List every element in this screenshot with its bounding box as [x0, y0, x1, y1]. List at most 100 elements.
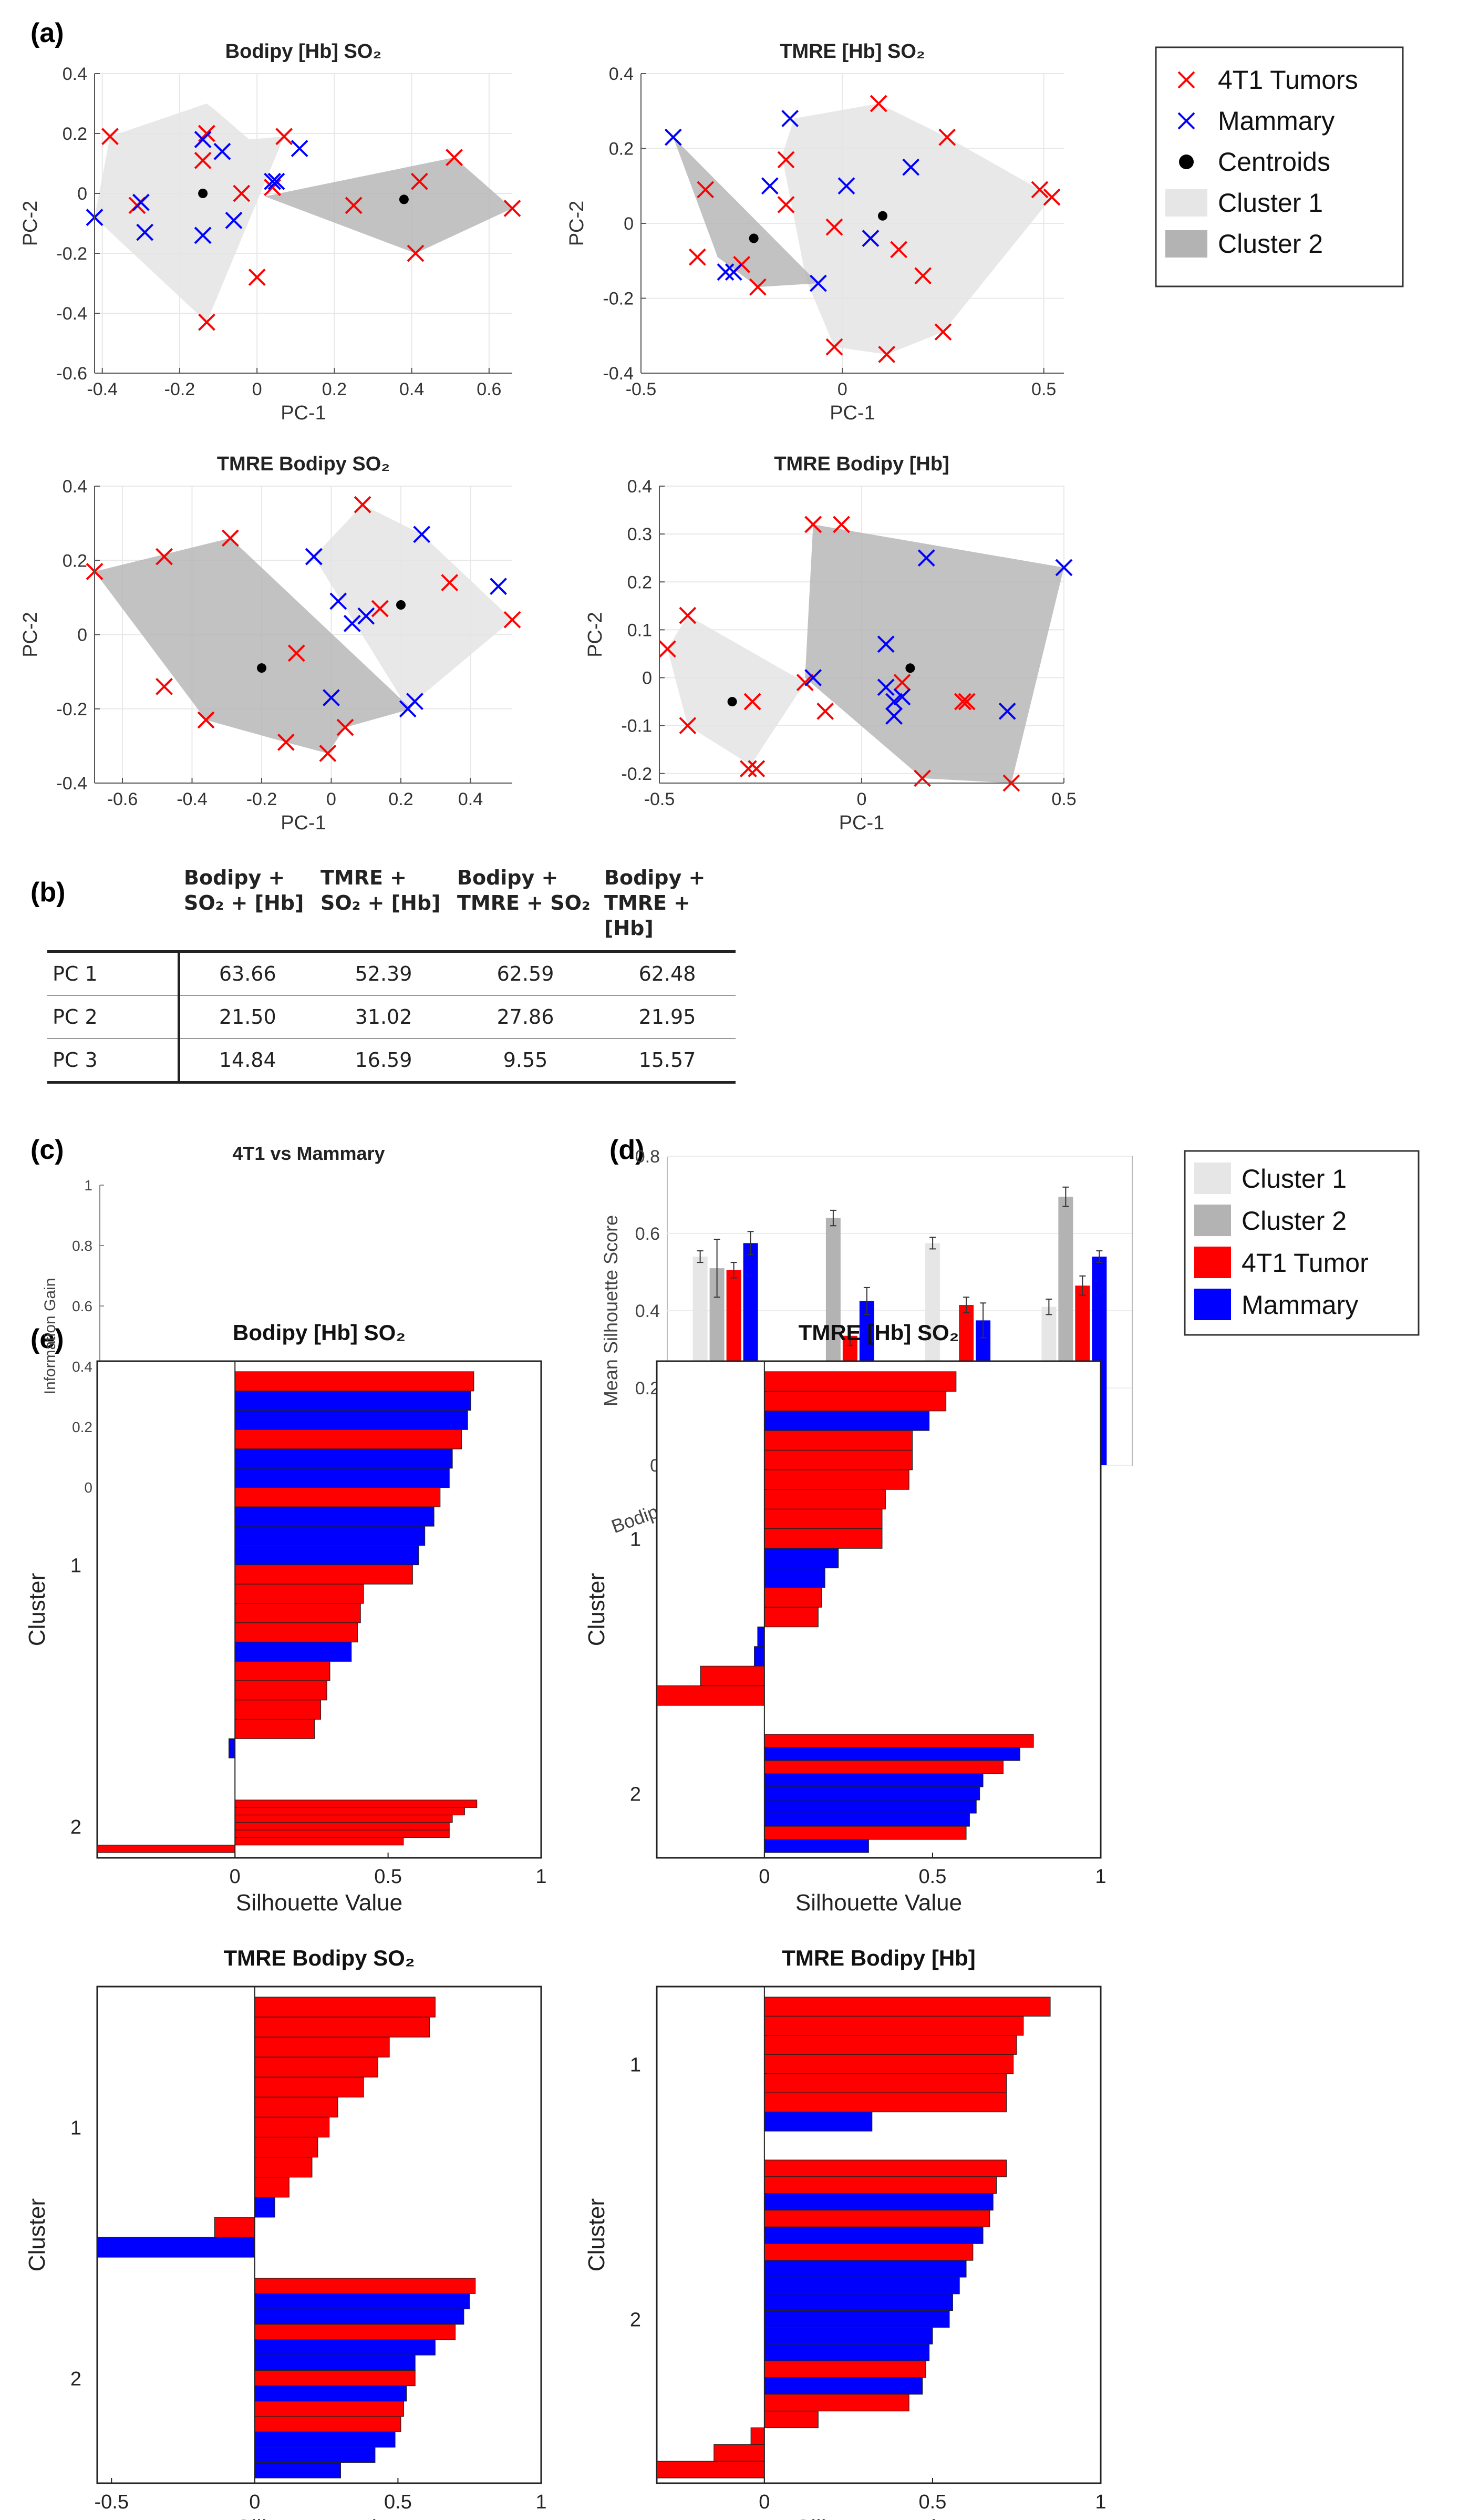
point-stroke: [902, 158, 920, 176]
silhouette-bar: [254, 1997, 436, 2018]
point-stroke: [862, 230, 880, 247]
cluster-hull-2: [264, 157, 512, 253]
chart-title: TMRE Bodipy [Hb]: [774, 453, 949, 475]
silhouette-bar: [764, 2243, 974, 2261]
silhouette-bar: [254, 2293, 470, 2310]
silhouette-bar: [254, 2339, 436, 2356]
silhouette-bar: [764, 1997, 1051, 2017]
y-tick-label: 2: [70, 2368, 81, 2390]
point-stroke: [893, 674, 911, 692]
mammary-point: [1055, 559, 1073, 577]
mammary-point: [343, 614, 361, 632]
table-header-blank: [47, 862, 179, 953]
y-tick-label: 0.4: [609, 64, 634, 84]
silhouette-bar: [764, 1411, 930, 1431]
x-tick-label: 0: [252, 379, 262, 399]
point-stroke: [1055, 559, 1073, 577]
legend-label: Cluster 1: [1242, 1164, 1347, 1194]
silhouette-bar: [764, 2092, 1007, 2113]
y-tick-label: -0.4: [603, 364, 634, 384]
tumor-point: [156, 677, 173, 695]
mammary-point: [885, 693, 903, 711]
silhouette-bar: [234, 1583, 364, 1604]
y-tick-label: 0.2: [72, 1419, 92, 1435]
x-tick-label: 0.5: [1051, 789, 1076, 809]
silhouette-bar: [764, 2209, 990, 2227]
tumor-point: [503, 200, 521, 217]
tumor-point: [688, 248, 706, 266]
y-tick-label: 0.4: [627, 477, 652, 497]
silhouette-bar: [764, 1567, 825, 1588]
silhouette-bar: [254, 2370, 416, 2387]
centroid-point: [749, 233, 759, 243]
cluster-hull-1: [314, 505, 512, 709]
silhouette-bar: [254, 2278, 476, 2294]
silhouette-bar: [656, 2461, 765, 2478]
x-tick-label: -0.5: [626, 379, 657, 399]
silhouette-bar: [234, 1814, 453, 1823]
x-axis-label: PC-1: [281, 812, 326, 834]
centroid-point: [399, 194, 409, 204]
point-stroke: [825, 338, 843, 356]
y-tick-label: 0.4: [63, 477, 87, 497]
silhouette-bar: [764, 2054, 1014, 2074]
silhouette-bar: [764, 2411, 819, 2429]
point-stroke: [194, 130, 212, 148]
point-stroke: [781, 110, 799, 127]
point-stroke: [213, 142, 231, 160]
tumor-point: [101, 128, 119, 146]
tumor-point: [197, 711, 215, 729]
x-tick-label: -0.5: [95, 2491, 129, 2513]
silhouette-bar: [764, 2111, 873, 2132]
mammary-point: [413, 526, 431, 543]
silhouette-bar: [764, 1391, 947, 1412]
silhouette-bar: [764, 2073, 1007, 2093]
tumor-point: [410, 172, 428, 190]
silhouette-bar: [254, 2385, 407, 2402]
x-tick-label: 0: [759, 2491, 770, 2513]
y-tick-label: -0.2: [603, 289, 634, 309]
point-stroke: [749, 278, 767, 296]
point-stroke: [938, 128, 956, 146]
silhouette-bar: [234, 1822, 450, 1830]
silhouette-bar: [764, 1760, 1004, 1774]
table-cell: 31.02: [315, 995, 452, 1039]
mammary-point: [406, 693, 423, 711]
y-axis-label: PC-2: [566, 201, 588, 246]
silhouette-bar: [234, 1526, 426, 1546]
silhouette-bar: [754, 1646, 765, 1667]
tumor-point: [777, 196, 795, 213]
table-header-col2: TMRE + SO₂ + [Hb]: [315, 862, 452, 953]
point-stroke: [357, 607, 375, 625]
chart-title: TMRE Bodipy SO₂: [224, 1946, 415, 1970]
y-tick-label: 0.4: [63, 64, 87, 84]
point-stroke: [410, 172, 428, 190]
y-tick-label: -0.2: [56, 244, 87, 264]
chart-title: TMRE [Hb] SO₂: [780, 40, 925, 63]
tumor-point: [277, 733, 295, 751]
silhouette-bar: [234, 1622, 358, 1643]
point-stroke: [679, 717, 697, 735]
silhouette-bar: [764, 2343, 930, 2361]
point-stroke: [264, 172, 282, 190]
table-header-row: Bodipy + SO₂ + [Hb] TMRE + SO₂ + [Hb] Bo…: [47, 862, 736, 953]
centroid-point: [198, 189, 208, 198]
mammary-point: [877, 635, 895, 653]
panel-label: (a): [30, 18, 64, 48]
tumor-point: [914, 267, 932, 285]
tumor-point: [870, 95, 887, 112]
y-axis-label: Information Gain: [42, 1278, 59, 1395]
x-axis-label: PC-1: [281, 402, 326, 424]
tumor-point: [441, 574, 459, 592]
tumor-point: [194, 151, 212, 169]
silhouette-bar: [214, 2217, 255, 2238]
y-tick-label: 1: [630, 1529, 641, 1551]
x-axis-label: PC-1: [830, 402, 875, 424]
table-row-label: PC 1: [47, 951, 180, 996]
tumor-point: [893, 674, 911, 692]
table-header-col1: Bodipy + SO₂ + [Hb]: [179, 862, 315, 953]
point-stroke: [194, 151, 212, 169]
chart-title: Bodipy [Hb] SO₂: [233, 1320, 406, 1345]
silhouette-bar: [254, 2157, 313, 2178]
table-cell: 27.86: [452, 995, 599, 1039]
